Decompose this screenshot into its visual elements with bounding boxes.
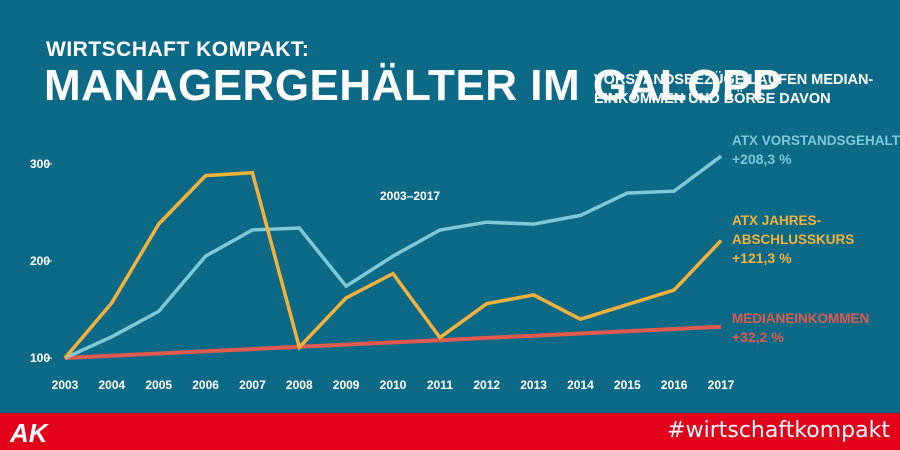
page-title: MANAGERGEHÄLTER IM GALOPP: [44, 61, 782, 110]
legend-change: +208,3 %: [732, 151, 792, 167]
data-point: [720, 155, 722, 157]
data-point: [205, 350, 207, 352]
data-point: [439, 337, 441, 339]
legend-atx-vorstandsgehalt: ATX VORSTANDSGEHALT +208,3 %: [732, 131, 900, 169]
data-point: [626, 304, 628, 306]
data-point: [111, 302, 113, 304]
data-point: [579, 332, 581, 334]
data-point: [486, 337, 488, 339]
hashtag: #wirtschaftkompakt: [667, 418, 890, 443]
data-point: [673, 289, 675, 291]
data-point: [111, 355, 113, 357]
x-axis: 2003 2004 2005 2006 2007 2008 2009 2010 2011 2012…: [52, 378, 735, 392]
x-tick-label: 2014: [567, 378, 594, 392]
data-point: [158, 353, 160, 355]
data-point: [345, 285, 347, 287]
logo-text: AK: [9, 418, 50, 446]
data-point: [345, 297, 347, 299]
data-point: [673, 190, 675, 192]
ak-logo: AK: [9, 418, 50, 446]
data-point: [345, 344, 347, 346]
x-tick-label: 2012: [473, 378, 500, 392]
series-lines: [63, 154, 723, 360]
legend-label: MEDIANEINKOMMEN: [732, 311, 870, 326]
data-point: [251, 229, 253, 231]
x-tick-label: 2015: [614, 378, 641, 392]
y-tick-label: 200: [30, 254, 50, 268]
legend-change: +32,2 %: [732, 329, 784, 345]
x-tick-label: 2007: [239, 378, 266, 392]
data-point: [439, 229, 441, 231]
legend-medianeinkommen: MEDIANEINKOMMEN +32,2 %: [732, 309, 869, 347]
data-point: [111, 336, 113, 338]
x-tick-label: 2004: [99, 378, 126, 392]
data-point: [486, 221, 488, 223]
y-tick-label: 100: [30, 351, 50, 365]
data-point: [392, 255, 394, 257]
subtitle-line-1: VORSTANDSBEZÜGE LAUFEN MEDIAN-: [594, 72, 874, 88]
legend-label-line-2: ABSCHLUSSKURS: [732, 232, 855, 247]
x-tick-label: 2005: [145, 378, 172, 392]
legend-atx-jahresabschlusskurs: ATX JAHRES- ABSCHLUSSKURS +121,3 %: [732, 211, 854, 268]
period-label: 2003–2017: [380, 189, 441, 203]
data-point: [205, 175, 207, 177]
data-point: [579, 318, 581, 320]
y-tick-label: 300: [30, 157, 50, 171]
x-tick-label: 2017: [708, 378, 735, 392]
data-point: [579, 214, 581, 216]
data-point: [720, 326, 722, 328]
data-point: [673, 328, 675, 330]
x-tick-label: 2006: [192, 378, 219, 392]
x-tick-label: 2009: [333, 378, 360, 392]
data-point: [158, 310, 160, 312]
data-point: [392, 273, 394, 275]
x-tick-label: 2003: [52, 378, 79, 392]
subtitle: VORSTANDSBEZÜGE LAUFEN MEDIAN- EINKOMMEN…: [594, 71, 894, 109]
data-point: [392, 341, 394, 343]
legend-label: ATX JAHRES-: [732, 213, 822, 228]
data-point: [205, 255, 207, 257]
data-point: [64, 357, 66, 359]
data-point: [626, 192, 628, 194]
x-tick-label: 2010: [380, 378, 407, 392]
x-tick-label: 2008: [286, 378, 313, 392]
x-tick-label: 2011: [427, 378, 453, 392]
data-point: [251, 348, 253, 350]
kicker: WIRTSCHAFT KOMPAKT:: [46, 38, 310, 61]
legend-label: ATX VORSTANDSGEHALT: [732, 133, 900, 148]
data-point: [298, 346, 300, 348]
y-axis: 100 200 300: [30, 157, 52, 365]
footer-band: AK #wirtschaftkompakt: [0, 413, 900, 450]
x-tick-label: 2013: [520, 378, 547, 392]
legend-change: +121,3 %: [732, 250, 792, 266]
data-point: [720, 240, 722, 242]
data-point: [533, 223, 535, 225]
data-point: [158, 223, 160, 225]
data-point: [298, 227, 300, 229]
data-point: [533, 335, 535, 337]
data-point: [533, 294, 535, 296]
data-point: [251, 172, 253, 174]
data-point: [486, 303, 488, 305]
x-tick-label: 2016: [661, 378, 688, 392]
series-line-0: [64, 154, 723, 360]
subtitle-line-2: EINKOMMEN UND BÖRSE DAVON: [594, 91, 831, 107]
data-point: [626, 330, 628, 332]
